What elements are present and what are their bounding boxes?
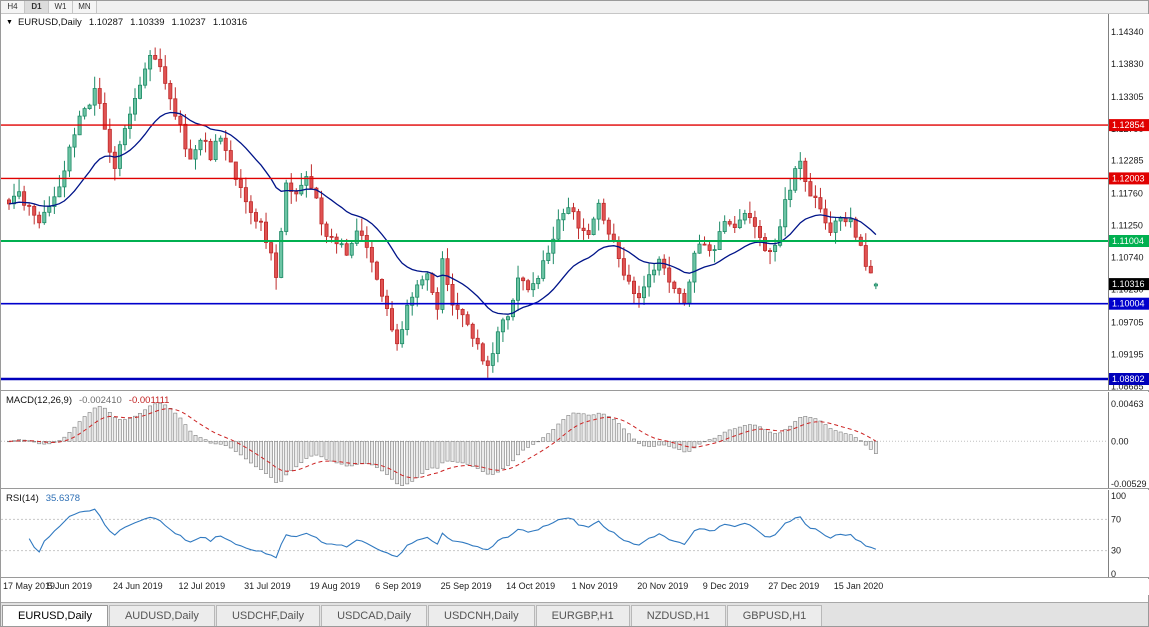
rsi-line [28,508,877,559]
price-axis-tick: 1.11760 [1111,189,1143,199]
time-axis-label: 17 May 2019 [3,581,56,591]
time-axis-label: 20 Nov 2019 [637,581,689,591]
rsi-axis-tick: 30 [1111,546,1121,556]
svg-text:1.11004: 1.11004 [1112,236,1144,246]
time-axis-label: 19 Aug 2019 [309,581,361,591]
price-axis-tick: 1.11250 [1111,221,1143,231]
symbol-period-label: EURUSD,Daily [17,17,82,28]
rsi-panel[interactable]: 100 70 30 0 [1,490,1149,578]
chart-tab-usdchf[interactable]: USDCHF,Daily [215,605,321,626]
timeframe-button-mn[interactable]: MN [73,1,97,13]
price-axis-tick: 1.08685 [1111,381,1144,391]
time-axis-label: 24 Jun 2019 [113,581,163,591]
timeframe-button-w1[interactable]: W1 [49,1,73,13]
level-price-tag [1109,297,1149,310]
time-axis-label: 6 Sep 2019 [375,581,422,591]
rsi-axis-tick: 70 [1111,514,1121,524]
price-axis-tick: 1.14340 [1111,27,1144,37]
moving-average-line [8,111,877,315]
time-axis-label: 27 Dec 2019 [768,581,820,591]
level-price-tag [1109,172,1149,185]
price-axis-tick: 1.10740 [1111,253,1144,263]
svg-text:1.10316: 1.10316 [1112,279,1145,289]
svg-text:1.10004: 1.10004 [1112,299,1145,309]
chart-tab-audusd[interactable]: AUDUSD,Daily [108,605,215,626]
quote-open: 1.10287 [88,17,124,28]
time-axis-label: 5 Jun 2019 [47,581,93,591]
quote-low: 1.10237 [171,17,206,28]
level-price-tag [1109,119,1149,132]
price-axis-tick: 1.13830 [1111,59,1144,69]
timeframe-toolbar: H4 D1 W1 MN [1,1,1148,14]
chart-tab-usdcad[interactable]: USDCAD,Daily [321,605,428,626]
macd-signal-line [8,408,877,479]
price-axis-tick: 1.09195 [1111,349,1144,359]
chart-title: ▼ EURUSD,Daily 1.10287 1.10339 1.10237 1… [6,17,247,28]
macd-title: MACD(12,26,9) -0.002410 -0.001111 [6,395,169,406]
collapse-arrow-icon[interactable]: ▼ [6,19,13,26]
svg-text:1.08802: 1.08802 [1112,374,1145,384]
price-axis-tick: 1.09705 [1111,317,1144,327]
macd-axis-tick: 0.00463 [1111,399,1144,409]
price-axis-tick: 1.12285 [1111,156,1144,166]
rsi-value: 35.6378 [45,493,81,504]
price-axis-tick: 1.13305 [1111,92,1144,102]
level-price-tag [1109,235,1149,247]
timeframe-button-d1[interactable]: D1 [25,1,49,13]
timeframe-button-h4[interactable]: H4 [1,1,25,13]
svg-text:1.12003: 1.12003 [1112,173,1145,183]
macd-axis-tick: 0.00 [1111,436,1129,446]
macd-histogram [7,402,878,486]
time-axis-label: 15 Jan 2020 [833,581,884,591]
chart-tab-eurgbp[interactable]: EURGBP,H1 [535,605,630,626]
time-axis-label: 25 Sep 2019 [440,581,492,591]
level-price-tag [1109,373,1149,385]
chart-tab-nzdusd[interactable]: NZDUSD,H1 [630,605,726,626]
quote-high: 1.10339 [130,17,165,28]
time-axis-label: 1 Nov 2019 [571,581,618,591]
time-axis-label: 31 Jul 2019 [244,581,291,591]
price-chart[interactable]: 1.143401.138301.133051.127901.122851.117… [1,14,1149,391]
candlestick-series [7,47,878,378]
svg-text:1.12854: 1.12854 [1112,120,1145,130]
chart-tab-eurusd[interactable]: EURUSD,Daily [2,605,108,626]
macd-axis-tick: -0.00529 [1111,479,1147,489]
quote-close: 1.10316 [212,17,248,28]
rsi-title: RSI(14) 35.6378 [6,493,80,504]
macd-signal-value: -0.001111 [128,395,170,406]
time-axis-label: 9 Dec 2019 [702,581,749,591]
chart-tabs-bar: EURUSD,Daily AUDUSD,Daily USDCHF,Daily USDC… [1,602,1148,626]
current-price-tag [1109,278,1149,291]
macd-panel[interactable]: 0.00463 0.00 -0.00529 [1,392,1149,489]
rsi-axis-tick: 0 [1111,569,1116,578]
chart-tab-gbpusd[interactable]: GBPUSD,H1 [726,605,823,626]
rsi-axis-tick: 100 [1111,491,1126,501]
macd-main-value: -0.002410 [79,395,122,406]
macd-label: MACD(12,26,9) [6,395,72,406]
time-axis-label: 12 Jul 2019 [178,581,226,591]
time-axis-label: 14 Oct 2019 [506,581,556,591]
time-axis: 17 May 2019 5 Jun 2019 24 Jun 2019 12 Jul 2… [1,579,1149,595]
rsi-label: RSI(14) [6,493,39,504]
chart-tab-usdcnh[interactable]: USDCNH,Daily [428,605,535,626]
